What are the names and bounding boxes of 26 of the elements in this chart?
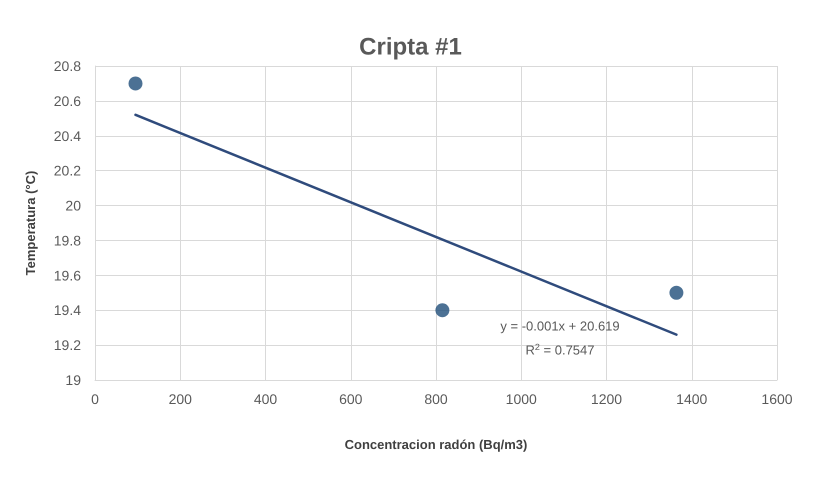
x-tick-label: 1600 (761, 391, 793, 407)
point (669, 286, 684, 300)
y-tick-label: 19.2 (54, 337, 82, 354)
x-tick-label: 0 (91, 391, 100, 407)
y-tick-label: 20 (65, 198, 82, 214)
point (435, 303, 450, 318)
x-tick-label: 1400 (676, 391, 708, 407)
x-tick-label: 400 (254, 391, 278, 407)
annotation: y = -0.001x + 20.619 (500, 318, 620, 334)
y-axis-title: Temperatura (°C) (23, 170, 38, 276)
y-tick-label: 19 (65, 372, 82, 388)
x-tick-label: 200 (168, 391, 192, 407)
x-tick-label: 1200 (590, 391, 622, 407)
y-tick-label: 20.4 (54, 128, 82, 144)
x-tick-label: 800 (424, 391, 448, 407)
point (128, 76, 142, 90)
x-tick-label: 1000 (506, 391, 538, 407)
y-tick-label: 20.8 (54, 58, 82, 74)
x-tick-label: 600 (339, 391, 363, 407)
y-tick-label: 20.2 (54, 162, 82, 179)
chart-title: Cripta #1 (359, 34, 462, 60)
x-axis-title: Concentracion radón (Bq/m3) (344, 437, 528, 452)
y-tick-label: 19.4 (54, 302, 82, 318)
y-tick-label: 19.8 (54, 232, 82, 248)
y-tick-label: 20.6 (54, 92, 82, 109)
y-tick-label: 19.6 (54, 267, 82, 284)
